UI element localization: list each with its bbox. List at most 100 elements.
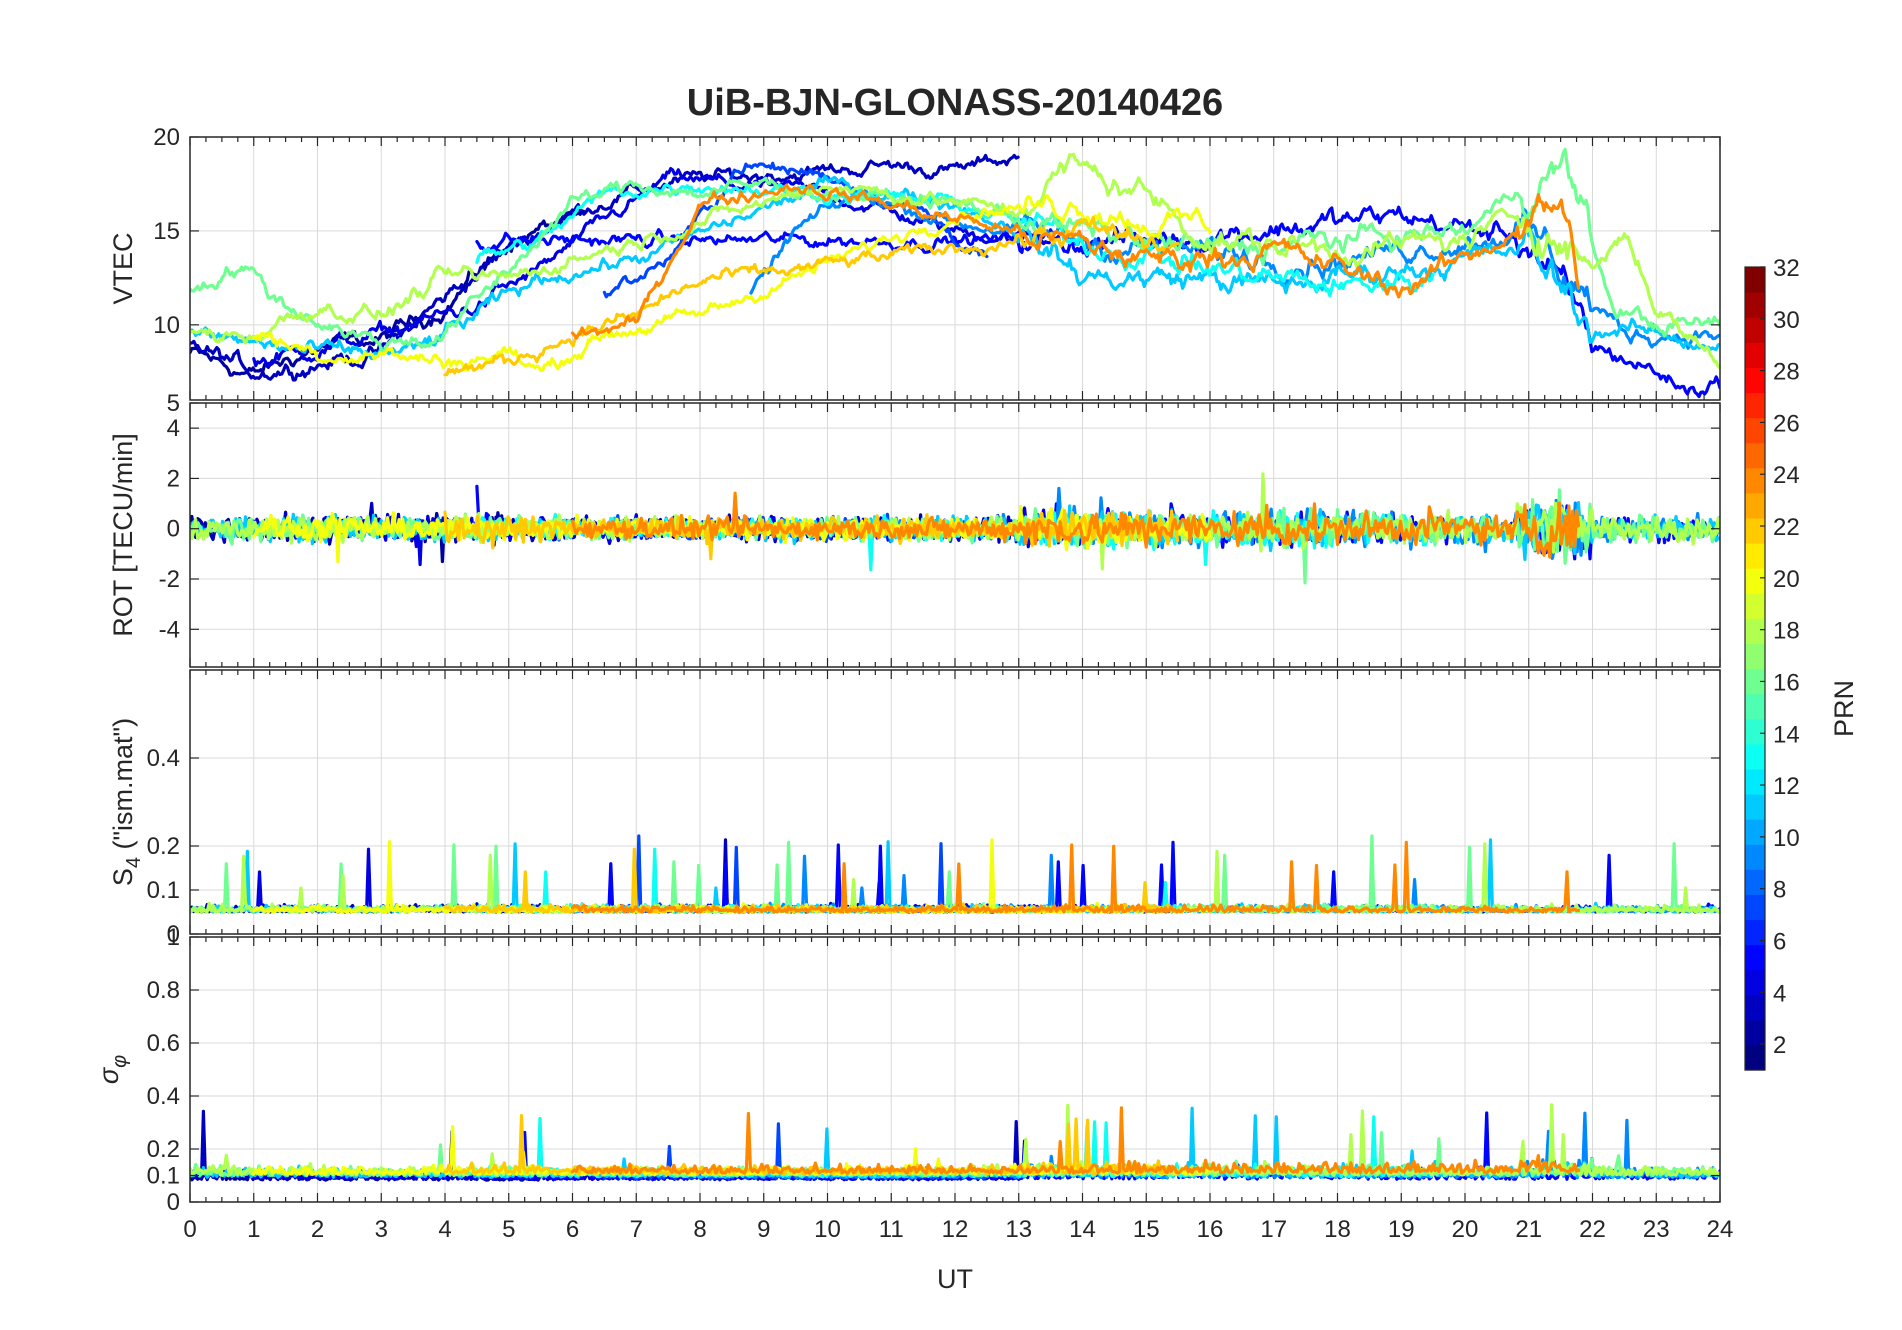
x-tick-label: 11 xyxy=(879,1216,904,1243)
colorbar-segment xyxy=(1745,969,1765,996)
colorbar-segment xyxy=(1745,643,1765,670)
colorbar-segment xyxy=(1745,492,1765,519)
y-tick-label: 0.1 xyxy=(147,877,180,904)
colorbar-segment xyxy=(1745,668,1765,695)
series-prn-7 xyxy=(602,834,989,914)
colorbar-segment xyxy=(1745,392,1765,419)
colorbar-tick-label: 20 xyxy=(1773,566,1800,593)
y-tick-label: 1 xyxy=(167,924,180,951)
colorbar-segment xyxy=(1745,292,1765,318)
colorbar-tick-label: 32 xyxy=(1773,255,1800,282)
colorbar-tick-label: 26 xyxy=(1773,410,1800,437)
colorbar-segment xyxy=(1745,944,1765,971)
grid xyxy=(190,936,1720,1203)
series-prn-3 xyxy=(190,153,1020,382)
series-group xyxy=(190,147,1720,399)
x-tick-label: 5 xyxy=(502,1216,515,1243)
colorbar-segment xyxy=(1745,618,1765,645)
colorbar-segment xyxy=(1745,743,1765,770)
colorbar-tick-label: 14 xyxy=(1773,721,1800,748)
x-tick-label: 14 xyxy=(1069,1216,1096,1243)
panel-vtec: 10 15 20 VTEC xyxy=(108,124,1721,401)
x-axis-label: UT xyxy=(937,1264,973,1294)
series-prn-22 xyxy=(443,847,1180,914)
series-group xyxy=(190,1103,1720,1182)
colorbar-segment xyxy=(1745,367,1765,394)
colorbar-tick-label: 28 xyxy=(1773,359,1800,386)
x-tick-label: 2 xyxy=(311,1216,324,1243)
series-prn-22 xyxy=(443,1114,1180,1176)
colorbar-tick-label: 12 xyxy=(1773,773,1800,800)
y-axis-label-sub: 4 xyxy=(123,857,145,868)
series-prn-3 xyxy=(190,838,1020,914)
x-tick-label: 1 xyxy=(247,1216,260,1243)
series-prn-20 xyxy=(252,194,1212,372)
y-tick-label: 0.1 xyxy=(147,1163,180,1190)
y-tick-label: 0.4 xyxy=(147,1083,180,1110)
x-tick-label: 13 xyxy=(1005,1216,1032,1243)
x-tick-label: 12 xyxy=(942,1216,969,1243)
colorbar-segment xyxy=(1745,894,1765,921)
x-tick-label: 9 xyxy=(757,1216,770,1243)
x-tick-label: 15 xyxy=(1133,1216,1160,1243)
series-prn-7 xyxy=(602,161,989,299)
y-tick-label: 0 xyxy=(167,1189,180,1216)
y-tick-label: 15 xyxy=(153,218,180,245)
x-tick-label: 23 xyxy=(1643,1216,1670,1243)
colorbar-tick-label: 8 xyxy=(1773,877,1786,904)
series-prn-20 xyxy=(252,838,1212,914)
y-axis-label-rest: ("ism.mat") xyxy=(108,718,138,857)
colorbar-tick-label: 6 xyxy=(1773,928,1786,955)
colorbar-segment xyxy=(1745,568,1765,594)
x-tick-label: 6 xyxy=(566,1216,579,1243)
series-group xyxy=(190,834,1720,914)
colorbar-segment xyxy=(1745,317,1765,343)
x-tick-label: 4 xyxy=(438,1216,451,1243)
y-axis-label: ROT [TECU/min] xyxy=(108,433,138,637)
tick-marks xyxy=(189,670,1721,935)
colorbar-tick-label: 22 xyxy=(1773,514,1800,541)
colorbar-segment xyxy=(1745,267,1765,293)
y-tick-label: 10 xyxy=(153,312,180,339)
y-axis-label: S4 ("ism.mat") xyxy=(108,718,145,886)
y-tick-label: -2 xyxy=(159,566,180,593)
colorbar-segment xyxy=(1745,718,1765,745)
colorbar-tick-label: 18 xyxy=(1773,618,1800,645)
tick-marks xyxy=(189,136,1721,400)
y-tick-label: 0.2 xyxy=(147,1136,180,1163)
series-prn-20 xyxy=(252,504,1212,564)
colorbar-segment xyxy=(1745,543,1765,569)
series-prn-9 xyxy=(749,853,1720,914)
colorbar-segment xyxy=(1745,844,1765,870)
x-tick-label: 22 xyxy=(1579,1216,1606,1243)
chart-title: UiB-BJN-GLONASS-20140426 xyxy=(687,82,1223,124)
colorbar-segment xyxy=(1745,919,1765,946)
x-tick-label: 20 xyxy=(1452,1216,1479,1243)
y-tick-label: 20 xyxy=(153,124,180,151)
colorbar-tick-label: 4 xyxy=(1773,980,1786,1007)
colorbar-segment xyxy=(1745,1044,1765,1071)
x-tick-label: 0 xyxy=(183,1216,196,1243)
colorbar-label: PRN xyxy=(1829,680,1859,737)
x-tick-label: 10 xyxy=(814,1216,841,1243)
y-tick-label: 0 xyxy=(167,921,180,948)
x-tick-label: 16 xyxy=(1197,1216,1224,1243)
x-tick-label: 21 xyxy=(1515,1216,1542,1243)
colorbar-tick-label: 2 xyxy=(1773,1032,1786,1059)
colorbar-segment xyxy=(1745,1019,1765,1046)
colorbar-tick-label: 24 xyxy=(1773,462,1800,489)
series-prn-5 xyxy=(475,840,1720,914)
x-tick-label: 19 xyxy=(1388,1216,1415,1243)
series-prn-18 xyxy=(190,152,1720,370)
colorbar-segment xyxy=(1745,442,1765,469)
colorbar-segment xyxy=(1745,517,1765,544)
series-prn-24 xyxy=(570,491,1581,559)
colorbar-segment xyxy=(1745,994,1765,1021)
x-tick-label: 3 xyxy=(375,1216,388,1243)
series-prn-22 xyxy=(443,215,1180,377)
colorbar-segment xyxy=(1745,819,1765,845)
panel-rot: -4 -2 0 2 45 ROT [TECU/min] xyxy=(108,390,1721,668)
